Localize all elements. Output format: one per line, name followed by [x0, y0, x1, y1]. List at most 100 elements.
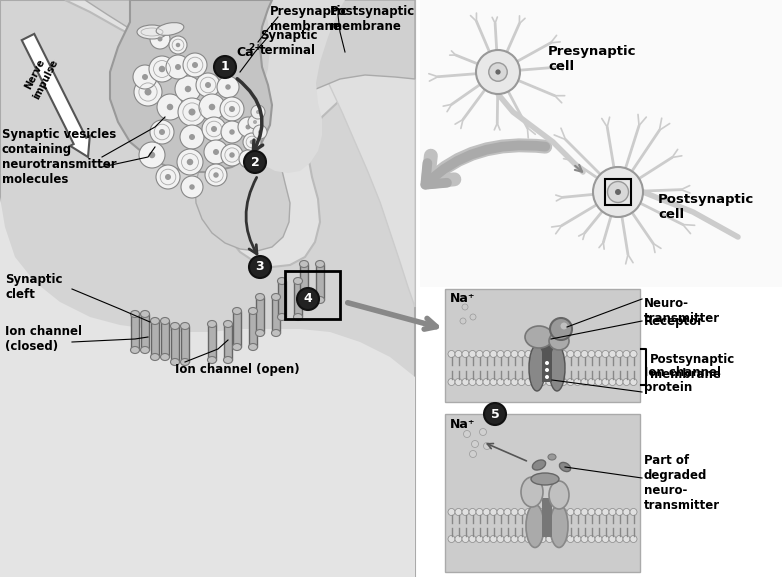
Circle shape — [602, 379, 609, 385]
Circle shape — [518, 508, 525, 515]
Circle shape — [175, 76, 201, 102]
Circle shape — [532, 535, 539, 542]
Circle shape — [204, 140, 228, 164]
Circle shape — [546, 535, 553, 542]
Circle shape — [469, 508, 476, 515]
Circle shape — [588, 379, 595, 385]
Circle shape — [157, 94, 183, 120]
Circle shape — [615, 189, 621, 195]
Circle shape — [511, 350, 518, 358]
Circle shape — [462, 350, 469, 358]
Circle shape — [217, 76, 239, 98]
Circle shape — [150, 120, 174, 144]
Circle shape — [256, 110, 260, 114]
Text: Postsynaptic
cell: Postsynaptic cell — [658, 193, 755, 221]
Circle shape — [213, 149, 219, 155]
Ellipse shape — [293, 278, 303, 284]
Circle shape — [165, 174, 171, 180]
Ellipse shape — [531, 473, 559, 485]
Circle shape — [189, 184, 195, 190]
Ellipse shape — [160, 317, 170, 324]
Circle shape — [567, 379, 574, 385]
Bar — [316, 264, 324, 300]
Circle shape — [199, 94, 225, 120]
Ellipse shape — [525, 326, 553, 348]
Circle shape — [525, 350, 532, 358]
Bar — [131, 314, 139, 350]
Circle shape — [238, 117, 258, 137]
Circle shape — [249, 256, 271, 278]
Circle shape — [464, 430, 471, 437]
Circle shape — [181, 176, 203, 198]
Ellipse shape — [256, 294, 264, 301]
Circle shape — [581, 508, 588, 515]
Circle shape — [460, 318, 466, 324]
Circle shape — [185, 86, 192, 92]
Circle shape — [525, 508, 532, 515]
Circle shape — [483, 535, 490, 542]
Circle shape — [489, 63, 508, 81]
Circle shape — [490, 350, 497, 358]
Bar — [272, 297, 280, 333]
Circle shape — [581, 350, 588, 358]
Ellipse shape — [150, 354, 160, 361]
Circle shape — [189, 134, 195, 140]
Circle shape — [602, 535, 609, 542]
Polygon shape — [0, 197, 415, 577]
Circle shape — [462, 304, 468, 310]
Circle shape — [476, 350, 483, 358]
Ellipse shape — [181, 323, 189, 329]
Ellipse shape — [156, 23, 184, 35]
Ellipse shape — [249, 308, 257, 314]
Text: 4: 4 — [303, 293, 312, 305]
Bar — [161, 321, 169, 357]
Circle shape — [504, 350, 511, 358]
Text: Receptor: Receptor — [644, 314, 704, 328]
Circle shape — [567, 508, 574, 515]
Circle shape — [595, 508, 602, 515]
Text: Ca: Ca — [236, 46, 253, 58]
Circle shape — [550, 318, 572, 340]
Bar — [256, 297, 264, 333]
Circle shape — [134, 78, 162, 106]
Circle shape — [490, 535, 497, 542]
Circle shape — [221, 121, 243, 143]
Text: 3: 3 — [256, 260, 264, 273]
FancyArrowPatch shape — [428, 145, 545, 182]
Circle shape — [476, 535, 483, 542]
Circle shape — [149, 56, 175, 82]
Circle shape — [497, 379, 504, 385]
Ellipse shape — [207, 320, 217, 328]
Bar — [224, 324, 232, 360]
Circle shape — [145, 88, 152, 96]
Circle shape — [490, 379, 497, 385]
Text: Synaptic
terminal: Synaptic terminal — [260, 29, 317, 57]
Circle shape — [490, 508, 497, 515]
Bar — [171, 326, 179, 362]
Bar — [233, 311, 241, 347]
Circle shape — [539, 535, 546, 542]
Circle shape — [546, 350, 553, 358]
Circle shape — [553, 350, 560, 358]
Text: Ion channel
protein: Ion channel protein — [644, 366, 721, 394]
Circle shape — [623, 535, 630, 542]
Bar — [445, 289, 640, 402]
Ellipse shape — [256, 329, 264, 336]
Polygon shape — [252, 0, 345, 173]
Ellipse shape — [232, 308, 242, 314]
Circle shape — [149, 152, 156, 158]
Text: Ion channel
(closed): Ion channel (closed) — [5, 325, 82, 353]
Circle shape — [476, 50, 520, 94]
Bar — [278, 281, 286, 317]
Text: Part of
degraded
neuro-
transmitter: Part of degraded neuro- transmitter — [644, 454, 720, 512]
Circle shape — [504, 379, 511, 385]
Circle shape — [188, 108, 196, 115]
Circle shape — [560, 350, 567, 358]
Text: 1: 1 — [221, 61, 229, 73]
Bar — [208, 324, 216, 360]
Circle shape — [595, 379, 602, 385]
Circle shape — [630, 508, 637, 515]
Bar — [300, 264, 308, 300]
Circle shape — [553, 379, 560, 385]
Circle shape — [609, 350, 616, 358]
